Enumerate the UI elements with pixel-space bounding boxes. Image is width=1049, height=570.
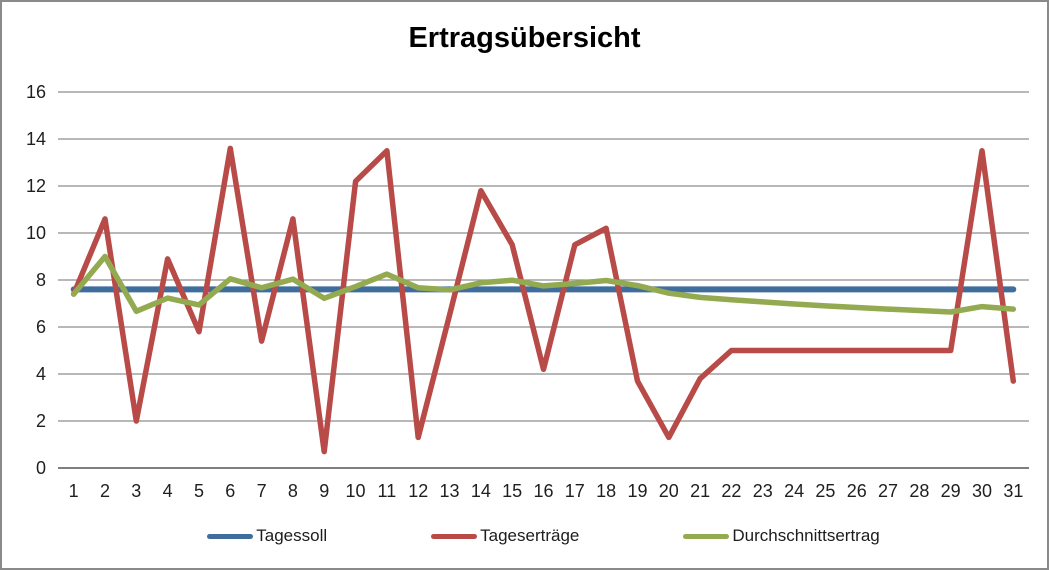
x-axis-tick-label: 16 xyxy=(533,481,553,501)
y-axis-tick-label: 16 xyxy=(26,82,46,102)
legend-label-durchschnittsertrag: Durchschnittsertrag xyxy=(732,526,880,545)
x-axis-tick-label: 27 xyxy=(878,481,898,501)
series-line-durchschnittsertrag xyxy=(70,253,1017,315)
y-axis-tick-label: 8 xyxy=(36,270,46,290)
durchschnittsertrag-line-icon xyxy=(683,533,730,539)
x-axis-tick-label: 22 xyxy=(721,481,741,501)
tagesertraege-line-icon xyxy=(431,533,478,539)
x-axis-tick-label: 7 xyxy=(257,481,267,501)
x-axis-tick-label: 20 xyxy=(659,481,679,501)
x-axis-tick-label: 2 xyxy=(100,481,110,501)
x-axis-tick-label: 10 xyxy=(346,481,366,501)
y-axis-tick-label: 14 xyxy=(26,129,46,149)
x-axis-tick-label: 18 xyxy=(596,481,616,501)
y-axis-tick-label: 12 xyxy=(26,176,46,196)
x-axis-tick-label: 23 xyxy=(753,481,773,501)
x-axis-tick-label: 14 xyxy=(471,481,491,501)
y-axis-tick-label: 4 xyxy=(36,364,46,384)
x-axis-tick-label: 28 xyxy=(909,481,929,501)
y-axis-tick-label: 0 xyxy=(36,458,46,478)
x-axis-tick-label: 26 xyxy=(847,481,867,501)
x-axis-tick-label: 17 xyxy=(565,481,585,501)
y-axis-tick-label: 2 xyxy=(36,411,46,431)
x-axis-tick-label: 8 xyxy=(288,481,298,501)
x-axis-tick-label: 30 xyxy=(972,481,992,501)
x-axis-tick-label: 11 xyxy=(378,481,397,501)
series-line-tageserträge xyxy=(70,145,1017,455)
x-axis-tick-label: 4 xyxy=(163,481,173,501)
x-axis-tick-label: 21 xyxy=(690,481,710,501)
x-axis-tick-label: 1 xyxy=(69,481,79,501)
x-axis-tick-label: 3 xyxy=(131,481,141,501)
y-axis-tick-label: 10 xyxy=(26,223,46,243)
tagessoll-line-icon xyxy=(207,533,254,539)
x-axis-tick-label: 13 xyxy=(440,481,460,501)
x-axis-tick-label: 25 xyxy=(815,481,835,501)
chart-title: Ertragsübersicht xyxy=(408,22,641,54)
x-axis-tick-label: 24 xyxy=(784,481,804,501)
x-axis-tick-label: 19 xyxy=(627,481,647,501)
x-axis-tick-label: 29 xyxy=(941,481,961,501)
x-axis-tick-label: 12 xyxy=(408,481,428,501)
legend-item-tagessoll: Tagessoll xyxy=(207,526,327,546)
legend-label-tagesertraege: Tageserträge xyxy=(480,526,580,545)
chart-legend: Tagessoll Tageserträge Durchschnittsertr… xyxy=(58,526,1029,546)
y-axis-tick-label: 6 xyxy=(36,317,46,337)
legend-item-tagesertraege: Tageserträge xyxy=(431,526,579,546)
x-axis-tick-label: 5 xyxy=(194,481,204,501)
x-axis-tick-label: 15 xyxy=(502,481,522,501)
x-axis-tick-label: 9 xyxy=(319,481,329,501)
legend-item-durchschnittsertrag: Durchschnittsertrag xyxy=(683,526,880,546)
x-axis-tick-label: 31 xyxy=(1003,481,1023,501)
x-axis-tick-label: 6 xyxy=(225,481,235,501)
legend-label-tagessoll: Tagessoll xyxy=(256,526,328,545)
